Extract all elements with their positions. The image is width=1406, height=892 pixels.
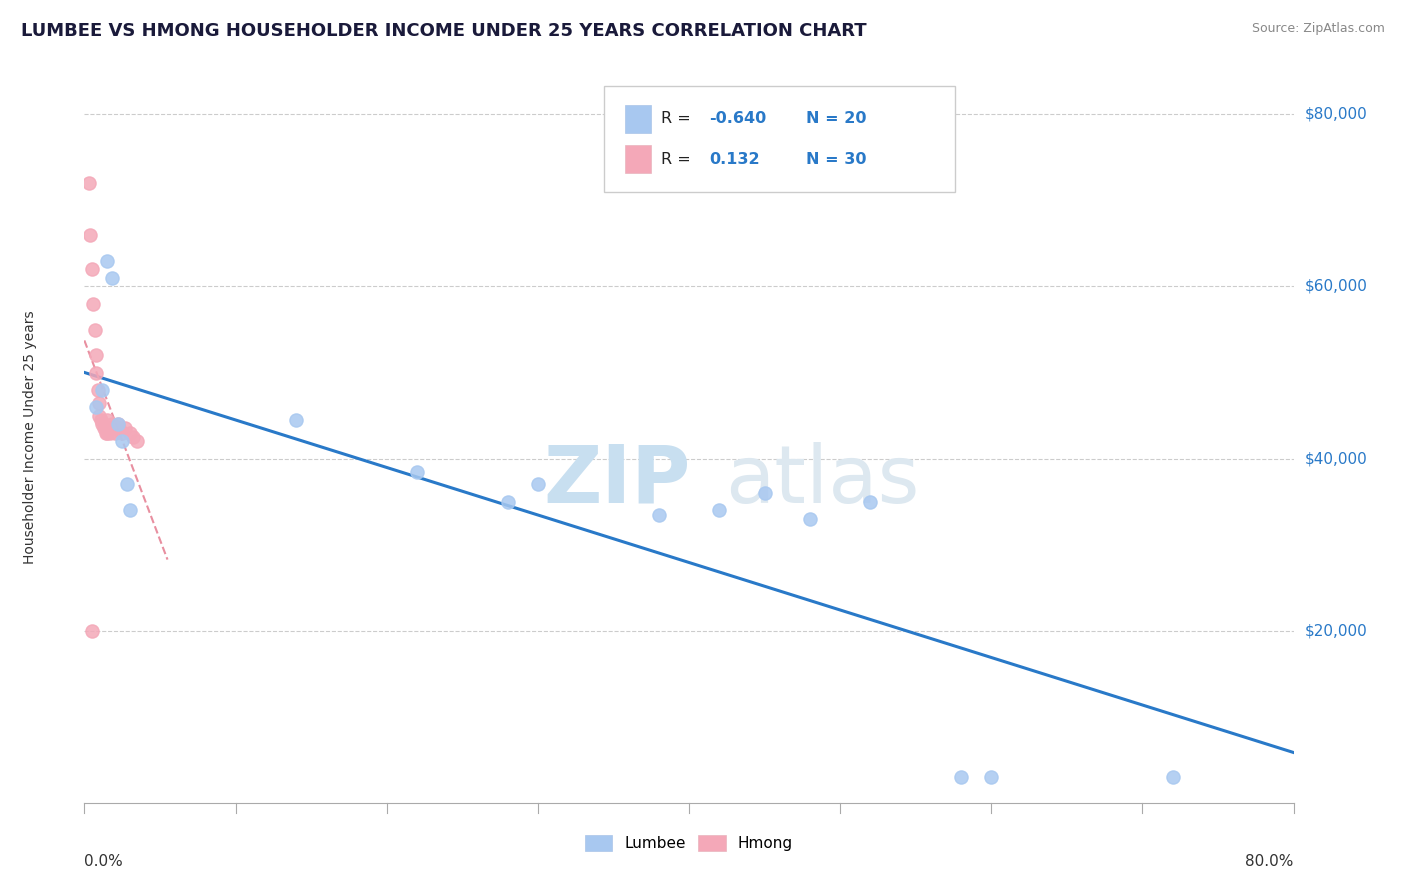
Point — [127, 434, 149, 449]
Point — [93, 421, 115, 435]
Point — [709, 503, 731, 517]
Point — [648, 508, 671, 522]
Point — [118, 425, 141, 440]
Text: R =: R = — [661, 152, 696, 167]
Point — [79, 227, 101, 242]
Legend: Lumbee, Hmong: Lumbee, Hmong — [579, 830, 799, 857]
FancyBboxPatch shape — [624, 105, 651, 133]
Point — [1161, 770, 1184, 784]
Text: Householder Income Under 25 years: Householder Income Under 25 years — [22, 310, 37, 564]
Point — [108, 421, 131, 435]
Point — [82, 296, 104, 310]
Point — [107, 417, 129, 432]
Text: 0.132: 0.132 — [710, 152, 761, 167]
Point — [90, 413, 112, 427]
Point — [100, 271, 122, 285]
Point — [86, 400, 108, 414]
Point — [86, 366, 108, 380]
Point — [111, 425, 134, 440]
Text: $20,000: $20,000 — [1305, 624, 1368, 638]
Point — [98, 425, 121, 440]
Point — [91, 383, 114, 397]
Point — [105, 421, 128, 435]
Text: Source: ZipAtlas.com: Source: ZipAtlas.com — [1251, 22, 1385, 36]
Text: N = 20: N = 20 — [806, 112, 866, 127]
Point — [115, 477, 138, 491]
Text: atlas: atlas — [725, 442, 920, 520]
Point — [87, 383, 110, 397]
Text: ZIP: ZIP — [544, 442, 692, 520]
Text: $80,000: $80,000 — [1305, 107, 1368, 122]
Point — [118, 503, 141, 517]
Point — [950, 770, 973, 784]
Text: R =: R = — [661, 112, 696, 127]
Point — [406, 465, 429, 479]
Point — [86, 348, 108, 362]
Point — [84, 322, 107, 336]
Point — [96, 425, 118, 440]
Point — [101, 421, 124, 435]
Point — [96, 413, 118, 427]
Text: 80.0%: 80.0% — [1246, 854, 1294, 869]
Text: $60,000: $60,000 — [1305, 279, 1368, 294]
Point — [94, 425, 117, 440]
Text: $40,000: $40,000 — [1305, 451, 1368, 467]
Point — [121, 430, 143, 444]
Point — [104, 425, 127, 440]
Point — [107, 417, 129, 432]
Point — [80, 262, 103, 277]
FancyBboxPatch shape — [624, 145, 651, 173]
Point — [114, 421, 136, 435]
Text: LUMBEE VS HMONG HOUSEHOLDER INCOME UNDER 25 YEARS CORRELATION CHART: LUMBEE VS HMONG HOUSEHOLDER INCOME UNDER… — [21, 22, 866, 40]
Point — [111, 434, 134, 449]
Point — [96, 253, 118, 268]
Text: -0.640: -0.640 — [710, 112, 766, 127]
Point — [980, 770, 1002, 784]
Point — [89, 395, 111, 409]
Point — [859, 494, 882, 508]
Point — [285, 413, 308, 427]
Text: N = 30: N = 30 — [806, 152, 866, 167]
Point — [799, 512, 821, 526]
Point — [97, 421, 120, 435]
Point — [77, 176, 100, 190]
Point — [527, 477, 550, 491]
Point — [754, 486, 776, 500]
Point — [80, 624, 103, 638]
Point — [91, 417, 114, 432]
Text: 0.0%: 0.0% — [84, 854, 124, 869]
Point — [89, 409, 111, 423]
FancyBboxPatch shape — [605, 86, 955, 192]
Point — [100, 417, 122, 432]
Point — [496, 494, 519, 508]
